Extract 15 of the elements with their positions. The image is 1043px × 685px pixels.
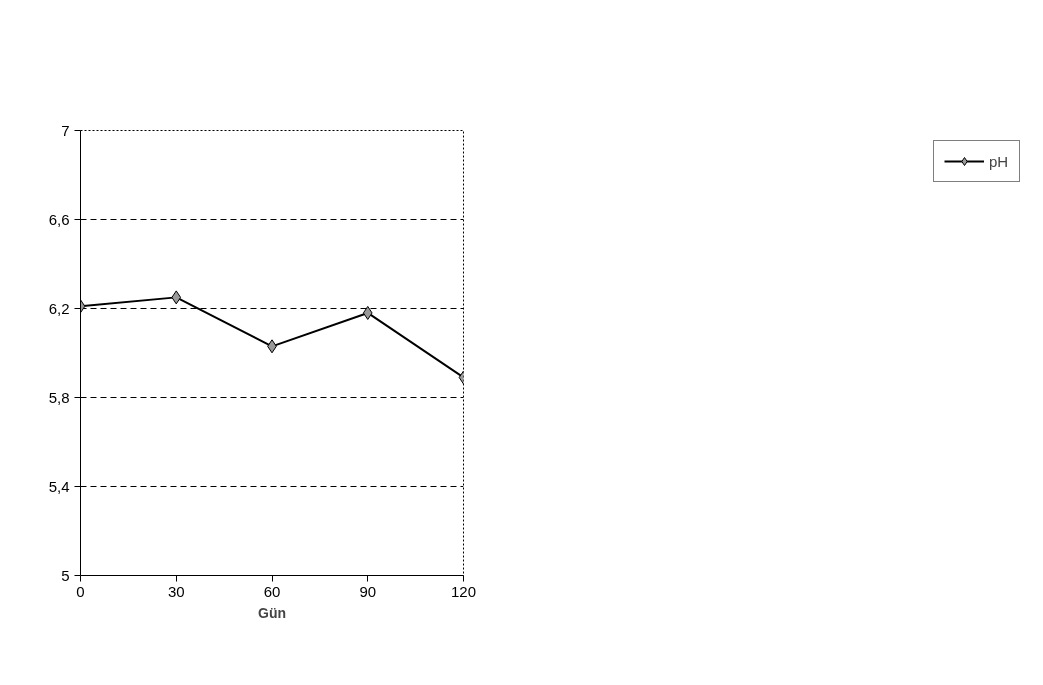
x-tick-label: 60 [263, 582, 281, 600]
point [171, 290, 182, 305]
y-tick-label: 5,4 [48, 477, 70, 495]
x-tick-label: 90 [359, 582, 377, 600]
y-tick-label: 6,6 [48, 210, 70, 228]
x-tick-label: 30 [167, 582, 185, 600]
x-tick-label: 120 [450, 582, 477, 600]
x-axis-title: Gün [258, 604, 286, 621]
legend-label: pH [989, 152, 1009, 170]
x-tick-label: 0 [76, 582, 85, 600]
y-tick-label: 6,2 [48, 299, 70, 317]
y-tick-label: 5 [61, 566, 70, 584]
point [362, 305, 373, 320]
y-tick-label: 7 [61, 121, 70, 139]
y-tick-label: 5,8 [48, 388, 70, 406]
